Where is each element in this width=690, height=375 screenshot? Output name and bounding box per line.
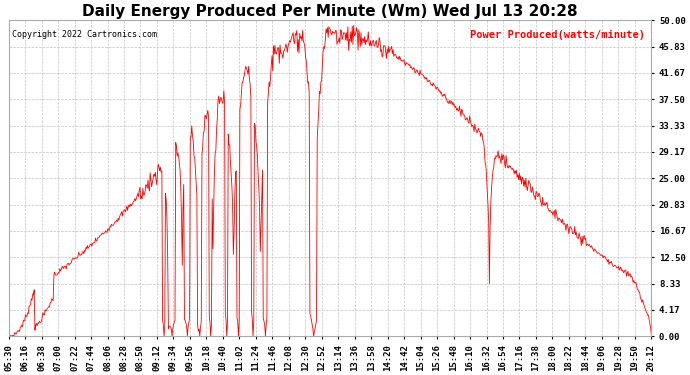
Text: Copyright 2022 Cartronics.com: Copyright 2022 Cartronics.com bbox=[12, 30, 157, 39]
Text: Power Produced(watts/minute): Power Produced(watts/minute) bbox=[470, 30, 645, 40]
Title: Daily Energy Produced Per Minute (Wm) Wed Jul 13 20:28: Daily Energy Produced Per Minute (Wm) We… bbox=[82, 4, 578, 19]
